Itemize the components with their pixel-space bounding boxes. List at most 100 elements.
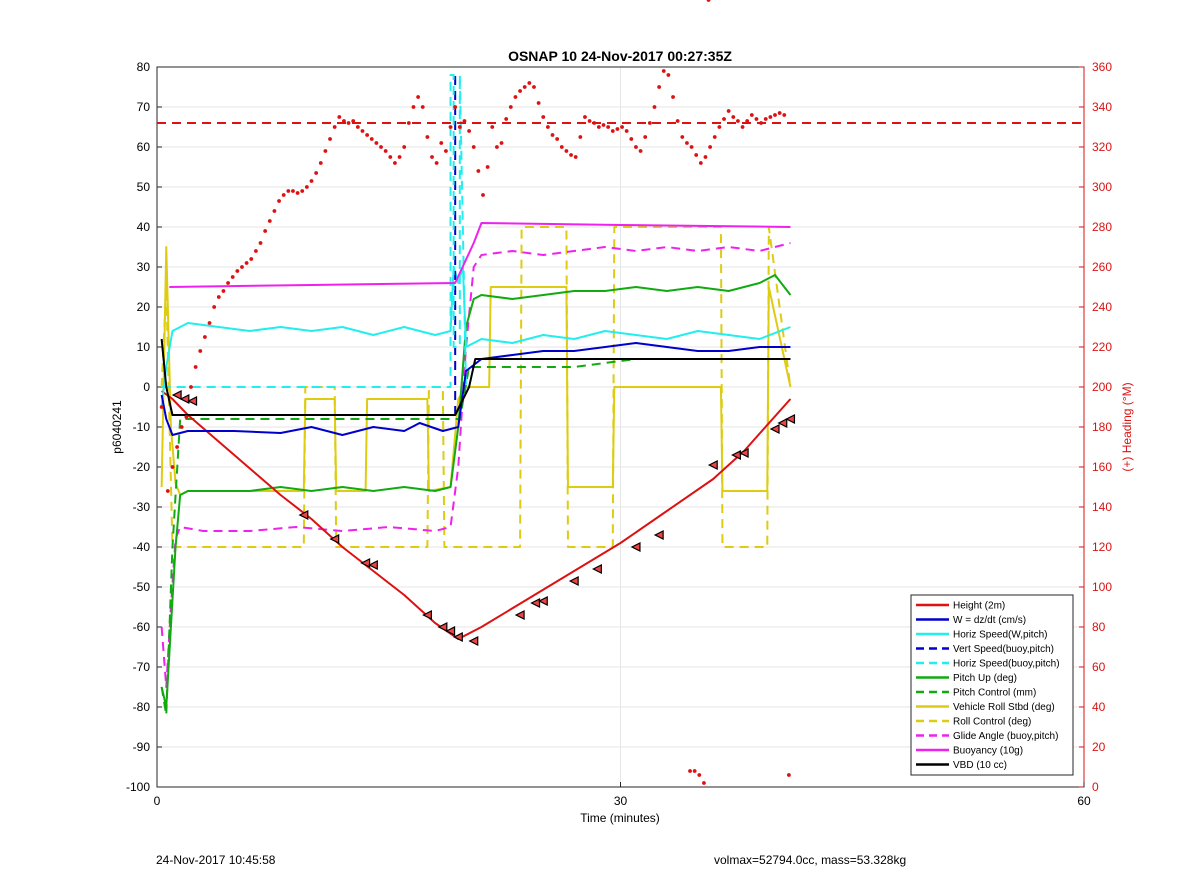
heading-point bbox=[337, 115, 342, 119]
heading-point bbox=[476, 169, 481, 173]
heading-point bbox=[620, 125, 624, 129]
heading-point bbox=[518, 89, 522, 93]
heading-point bbox=[596, 125, 601, 129]
dive-marker bbox=[731, 450, 741, 460]
heading-point bbox=[369, 137, 374, 141]
series-line-10 bbox=[169, 222, 791, 288]
heading-point bbox=[267, 219, 272, 223]
heading-point bbox=[402, 145, 407, 149]
legend-label: Pitch Control (mm) bbox=[953, 688, 1036, 699]
heading-point bbox=[383, 149, 388, 153]
heading-point bbox=[583, 115, 587, 119]
heading-point bbox=[666, 73, 671, 77]
y-tick-label: 50 bbox=[137, 180, 151, 194]
dive-marker bbox=[707, 460, 718, 470]
y-tick-label: 20 bbox=[137, 300, 151, 314]
dive-marker bbox=[360, 558, 371, 568]
dive-marker bbox=[738, 448, 749, 458]
heading-point bbox=[165, 489, 170, 493]
y2-tick-label: 260 bbox=[1092, 260, 1112, 274]
heading-point bbox=[536, 101, 541, 105]
legend-label: Horiz Speed(W,pitch) bbox=[953, 630, 1047, 641]
legend-label: Roll Control (deg) bbox=[953, 717, 1031, 728]
dive-marker bbox=[187, 396, 198, 406]
heading-point bbox=[717, 125, 722, 129]
heading-point bbox=[397, 155, 402, 159]
heading-point bbox=[726, 109, 731, 113]
heading-point bbox=[550, 133, 555, 137]
heading-point bbox=[406, 121, 411, 125]
heading-point bbox=[355, 125, 360, 129]
heading-point bbox=[643, 135, 648, 139]
heading-point bbox=[768, 115, 773, 119]
legend-label: Buoyancy (10g) bbox=[953, 746, 1023, 757]
heading-point bbox=[230, 275, 235, 279]
heading-point bbox=[300, 189, 305, 193]
heading-point bbox=[694, 153, 699, 157]
heading-point bbox=[555, 137, 560, 141]
heading-point bbox=[745, 119, 750, 123]
chart-title: OSNAP 10 24-Nov-2017 00:27:35Z bbox=[508, 48, 732, 64]
heading-point bbox=[365, 133, 370, 137]
series-line-4 bbox=[161, 74, 467, 388]
heading-point bbox=[453, 105, 458, 109]
heading-point bbox=[332, 125, 337, 129]
y-tick-label: -80 bbox=[133, 700, 151, 714]
heading-point bbox=[569, 153, 573, 157]
heading-point bbox=[763, 117, 768, 121]
dive-marker bbox=[630, 542, 641, 552]
footer-volmax-mass: volmax=52794.0cc, mass=53.328kg bbox=[714, 853, 907, 867]
heading-point bbox=[253, 249, 258, 253]
y2-tick-label: 160 bbox=[1092, 460, 1112, 474]
heading-point bbox=[504, 117, 509, 121]
heading-point bbox=[587, 119, 592, 123]
heading-point bbox=[545, 125, 550, 129]
dive-marker bbox=[422, 610, 432, 620]
heading-point bbox=[314, 171, 319, 175]
y2-tick-label: 100 bbox=[1092, 580, 1112, 594]
heading-point bbox=[420, 105, 425, 109]
x-tick-label: 0 bbox=[154, 794, 161, 808]
heading-point bbox=[240, 265, 244, 269]
heading-point bbox=[374, 141, 379, 145]
dive-marker bbox=[179, 394, 190, 404]
heading-point bbox=[221, 289, 226, 293]
y2-tick-label: 280 bbox=[1092, 220, 1112, 234]
heading-point bbox=[706, 0, 711, 2]
heading-point bbox=[175, 445, 179, 449]
y-tick-label: 60 bbox=[137, 140, 151, 154]
heading-point bbox=[671, 95, 675, 99]
heading-point bbox=[777, 111, 782, 115]
legend-label: Pitch Up (deg) bbox=[953, 673, 1017, 684]
heading-point bbox=[629, 137, 634, 141]
heading-point bbox=[439, 141, 444, 145]
dive-marker bbox=[445, 626, 456, 636]
legend-label: Glide Angle (buoy,pitch) bbox=[953, 731, 1058, 742]
heading-point bbox=[277, 199, 281, 203]
legend-label: Horiz Speed(buoy,pitch) bbox=[953, 659, 1060, 670]
y-tick-label: 80 bbox=[137, 60, 151, 74]
y-tick-label: -30 bbox=[133, 500, 151, 514]
heading-point bbox=[272, 209, 277, 213]
heading-point bbox=[692, 769, 697, 773]
legend: Height (2m) W = dz/dt (cm/s) Horiz Speed(W… bbox=[910, 594, 1074, 776]
y-tick-label: 10 bbox=[137, 340, 151, 354]
heading-point bbox=[652, 105, 657, 109]
y2-tick-label: 200 bbox=[1092, 380, 1112, 394]
series-layer bbox=[160, 74, 792, 716]
legend-box bbox=[910, 594, 1074, 776]
y2-tick-label: 220 bbox=[1092, 340, 1112, 354]
heading-point bbox=[522, 85, 527, 89]
heading-point bbox=[508, 105, 513, 109]
heading-point bbox=[184, 415, 189, 419]
y2-tick-label: 180 bbox=[1092, 420, 1112, 434]
y2-tick-label: 0 bbox=[1092, 780, 1099, 794]
heading-point bbox=[448, 125, 453, 129]
heading-point bbox=[657, 85, 662, 89]
x-tick-label: 60 bbox=[1077, 794, 1091, 808]
heading-point bbox=[430, 155, 434, 159]
heading-point bbox=[309, 179, 314, 183]
heading-point bbox=[712, 135, 717, 139]
heading-point bbox=[606, 125, 611, 129]
y2-tick-label: 80 bbox=[1092, 620, 1106, 634]
